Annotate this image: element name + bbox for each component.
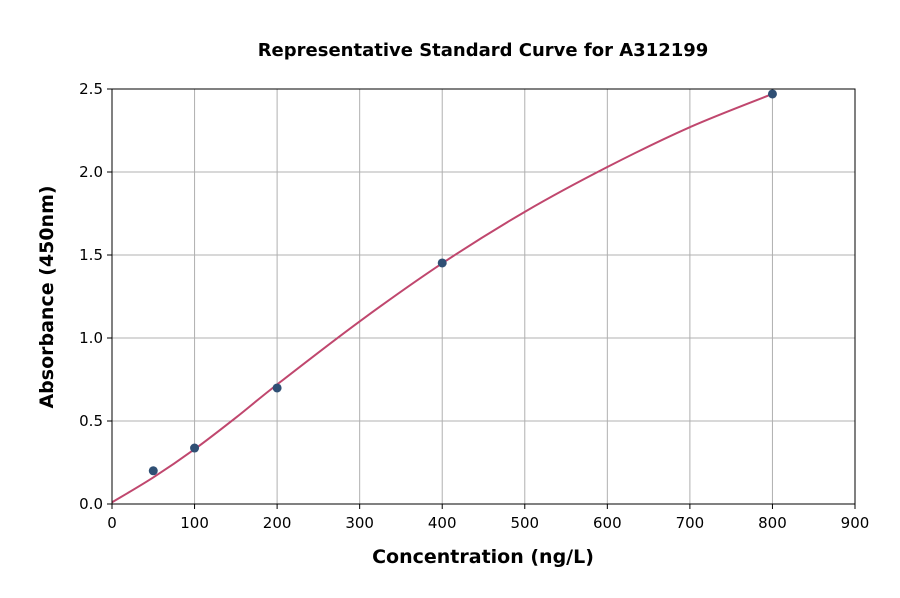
chart-title: Representative Standard Curve for A31219… — [258, 40, 709, 61]
x-tick-label: 900 — [841, 514, 870, 532]
x-tick-label: 800 — [758, 514, 787, 532]
y-tick-label: 2.0 — [79, 163, 103, 181]
grid — [111, 88, 856, 505]
data-point — [437, 258, 447, 268]
y-tick-label: 2.5 — [79, 80, 103, 98]
x-tick-label: 500 — [510, 514, 539, 532]
y-tick-label: 1.0 — [79, 329, 103, 347]
y-tick-label: 0.0 — [79, 495, 103, 513]
y-axis-label: Absorbance (450nm) — [36, 185, 58, 408]
x-tick-label: 100 — [180, 514, 209, 532]
plot-frame — [111, 88, 856, 505]
x-axis-label: Concentration (ng/L) — [372, 546, 594, 568]
x-tick-label: 700 — [676, 514, 705, 532]
x-tick-label: 400 — [428, 514, 457, 532]
x-tick-label: 300 — [345, 514, 374, 532]
x-tick-label: 0 — [107, 514, 117, 532]
data-point — [767, 89, 777, 99]
y-axis-ticks: 0.0 0.5 1.0 1.5 2.0 2.5 — [79, 80, 112, 513]
data-points — [148, 89, 777, 476]
data-point — [190, 443, 200, 453]
y-tick-label: 1.5 — [79, 246, 103, 264]
data-point — [272, 383, 282, 393]
data-point — [148, 466, 158, 476]
x-tick-label: 600 — [593, 514, 622, 532]
y-tick-label: 0.5 — [79, 412, 103, 430]
x-tick-label: 200 — [263, 514, 292, 532]
x-axis-ticks: 0 100 200 300 400 500 600 700 800 900 — [107, 504, 869, 532]
